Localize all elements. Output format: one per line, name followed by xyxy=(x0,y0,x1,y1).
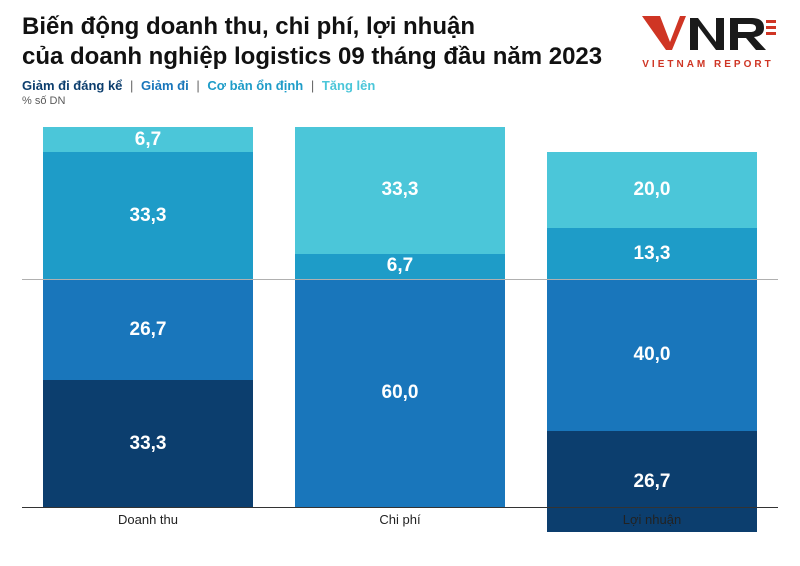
vnr-logo-icon xyxy=(638,12,778,52)
bar-column: 6,7 33,3 26,7 33,3 xyxy=(43,127,253,507)
header: Biến động doanh thu, chi phí, lợi nhuận … xyxy=(22,12,778,72)
stack-negative: 26,7 33,3 xyxy=(43,279,253,507)
bar-column: 20,0 13,3 40,0 26,7 xyxy=(547,127,757,507)
bars-container: 6,7 33,3 26,7 33,3 33,3 6,7 60,0 20,0 13,3 40,0 26… xyxy=(22,127,778,507)
x-axis-label: Lợi nhuận xyxy=(547,508,757,531)
bar-segment: 26,7 xyxy=(43,279,253,380)
stack-positive: 6,7 33,3 xyxy=(43,127,253,279)
page: Biến động doanh thu, chi phí, lợi nhuận … xyxy=(0,0,800,566)
bar-column: 33,3 6,7 60,0 xyxy=(295,127,505,507)
x-axis-label: Chi phí xyxy=(295,508,505,531)
legend-item: Tăng lên xyxy=(322,78,375,93)
legend-item: Giảm đi xyxy=(141,78,189,93)
bar-segment: 33,3 xyxy=(43,152,253,279)
bar-value-label: 26,7 xyxy=(634,471,671,493)
x-axis-label: Doanh thu xyxy=(43,508,253,531)
y-axis-label: % số DN xyxy=(22,95,778,107)
bar-segment: 60,0 xyxy=(295,279,505,507)
bar-segment: 20,0 xyxy=(547,152,757,228)
stack-negative: 60,0 xyxy=(295,279,505,507)
bar-segment: 40,0 xyxy=(547,279,757,431)
legend-item: Cơ bản ổn định xyxy=(207,78,303,93)
bar-segment: 6,7 xyxy=(43,127,253,152)
zero-line xyxy=(22,279,778,280)
logo: VIETNAM REPORT xyxy=(638,12,778,70)
bar-value-label: 13,3 xyxy=(634,243,671,265)
chart-title-line2: của doanh nghiệp logistics 09 tháng đầu … xyxy=(22,42,638,72)
chart-area: 6,7 33,3 26,7 33,3 33,3 6,7 60,0 20,0 13,3 40,0 26… xyxy=(22,127,778,531)
stack-positive: 33,3 6,7 xyxy=(295,127,505,279)
legend-separator: | xyxy=(303,78,322,93)
bar-segment: 13,3 xyxy=(547,228,757,279)
bar-value-label: 6,7 xyxy=(135,129,161,151)
bar-segment: 33,3 xyxy=(43,380,253,507)
x-axis: Doanh thu Chi phí Lợi nhuận xyxy=(22,507,778,531)
title-block: Biến động doanh thu, chi phí, lợi nhuận … xyxy=(22,12,638,72)
stack-positive: 20,0 13,3 xyxy=(547,152,757,279)
bar-value-label: 26,7 xyxy=(130,319,167,341)
legend-separator: | xyxy=(122,78,141,93)
bar-value-label: 60,0 xyxy=(382,382,419,404)
legend-separator: | xyxy=(189,78,208,93)
bar-value-label: 33,3 xyxy=(130,205,167,227)
logo-caption: VIETNAM REPORT xyxy=(638,59,778,70)
legend-item: Giảm đi đáng kể xyxy=(22,78,122,93)
stack-negative: 40,0 26,7 xyxy=(547,279,757,532)
bar-value-label: 20,0 xyxy=(634,179,671,201)
bar-value-label: 6,7 xyxy=(387,255,413,277)
chart-title-line1: Biến động doanh thu, chi phí, lợi nhuận xyxy=(22,12,638,42)
bar-value-label: 33,3 xyxy=(382,179,419,201)
bar-value-label: 40,0 xyxy=(634,344,671,366)
bar-segment: 33,3 xyxy=(295,127,505,254)
legend: Giảm đi đáng kể | Giảm đi | Cơ bản ổn đị… xyxy=(22,78,778,93)
bar-segment: 6,7 xyxy=(295,254,505,279)
bar-value-label: 33,3 xyxy=(130,433,167,455)
